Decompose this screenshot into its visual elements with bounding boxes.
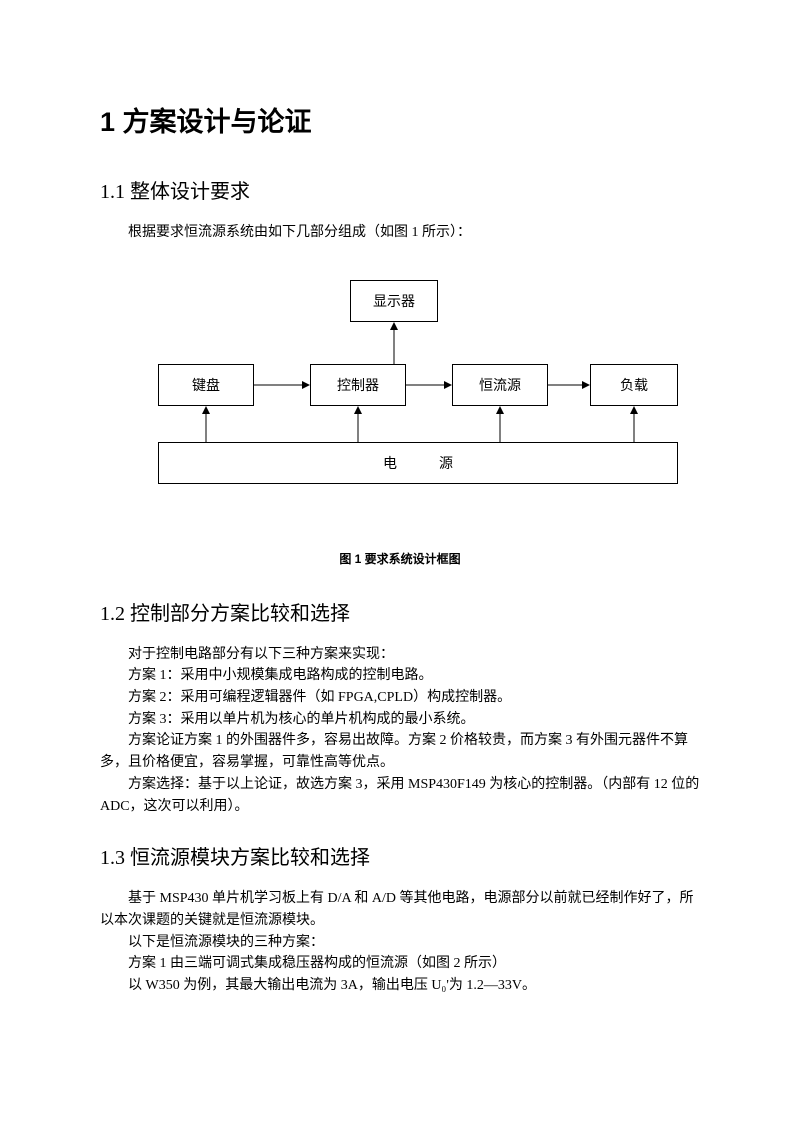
figure-1-diagram: 显示器 键盘 控制器 恒流源 负载 电 源 [120,264,680,514]
sec3-l2: 以下是恒流源模块的三种方案： [100,932,700,954]
sec3-l1: 基于 MSP430 单片机学习板上有 D/A 和 A/D 等其他电路，电源部分以… [100,888,700,931]
heading-1-1: 1.1 整体设计要求 [100,175,700,204]
sec3-l4: 以 W350 为例，其最大输出电流为 3A，输出电压 U₀'为 1.2—33V。 [100,975,700,997]
node-source: 恒流源 [452,364,548,406]
node-display: 显示器 [350,280,438,322]
heading-1: 1 方案设计与论证 [100,100,700,139]
sec2-l3: 方案 2：采用可编程逻辑器件（如 FPGA,CPLD）构成控制器。 [100,687,700,709]
node-controller: 控制器 [310,364,406,406]
sec2-l4: 方案 3：采用以单片机为核心的单片机构成的最小系统。 [100,709,700,731]
sec2-l2: 方案 1：采用中小规模集成电路构成的控制电路。 [100,665,700,687]
node-keyboard: 键盘 [158,364,254,406]
heading-1-2: 1.2 控制部分方案比较和选择 [100,597,700,626]
figure-1-caption: 图 1 要求系统设计框图 [100,550,700,567]
node-power: 电 源 [158,442,678,484]
node-load: 负载 [590,364,678,406]
sec2-l6: 方案选择：基于以上论证，故选方案 3，采用 MSP430F149 为核心的控制器… [100,774,700,817]
sec2-l5: 方案论证方案 1 的外围器件多，容易出故障。方案 2 价格较贵，而方案 3 有外… [100,730,700,773]
sec3-l3: 方案 1 由三端可调式集成稳压器构成的恒流源（如图 2 所示） [100,953,700,975]
heading-1-3: 1.3 恒流源模块方案比较和选择 [100,841,700,870]
sec2-l1: 对于控制电路部分有以下三种方案来实现： [100,644,700,666]
para-intro: 根据要求恒流源系统由如下几部分组成（如图 1 所示）： [100,222,700,244]
